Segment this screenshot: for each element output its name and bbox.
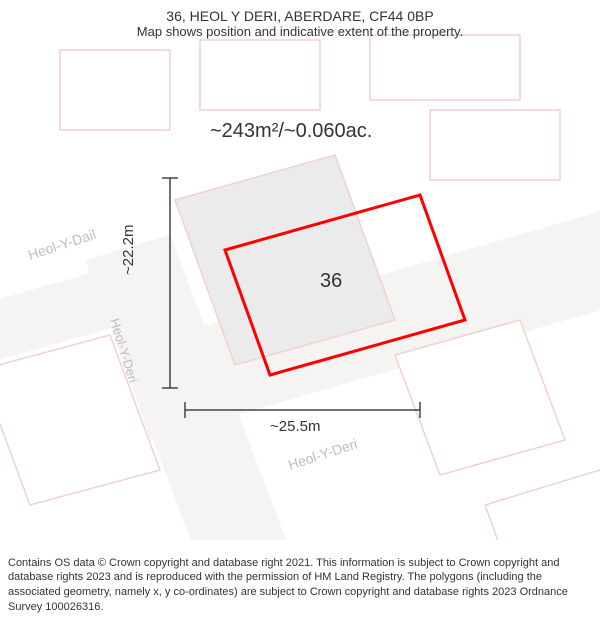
- building-outline: [430, 110, 560, 180]
- address-title: 36, HEOL Y DERI, ABERDARE, CF44 0BP: [20, 8, 580, 24]
- subtitle: Map shows position and indicative extent…: [20, 24, 580, 39]
- map-svg: Heol-Y-DailHeol-Y-DeriHeol-Y-Deri: [0, 0, 600, 540]
- building-outline: [200, 40, 320, 110]
- building-outline: [370, 35, 520, 100]
- header: 36, HEOL Y DERI, ABERDARE, CF44 0BP Map …: [0, 0, 600, 43]
- house-number: 36: [320, 270, 342, 293]
- copyright-footer: Contains OS data © Crown copyright and d…: [0, 550, 600, 625]
- building-outline: [60, 50, 170, 130]
- height-dimension: ~22.2m: [120, 225, 137, 275]
- map-area: Heol-Y-DailHeol-Y-DeriHeol-Y-Deri ~243m²…: [0, 0, 600, 540]
- width-dimension: ~25.5m: [270, 418, 320, 435]
- area-label: ~243m²/~0.060ac.: [210, 120, 372, 143]
